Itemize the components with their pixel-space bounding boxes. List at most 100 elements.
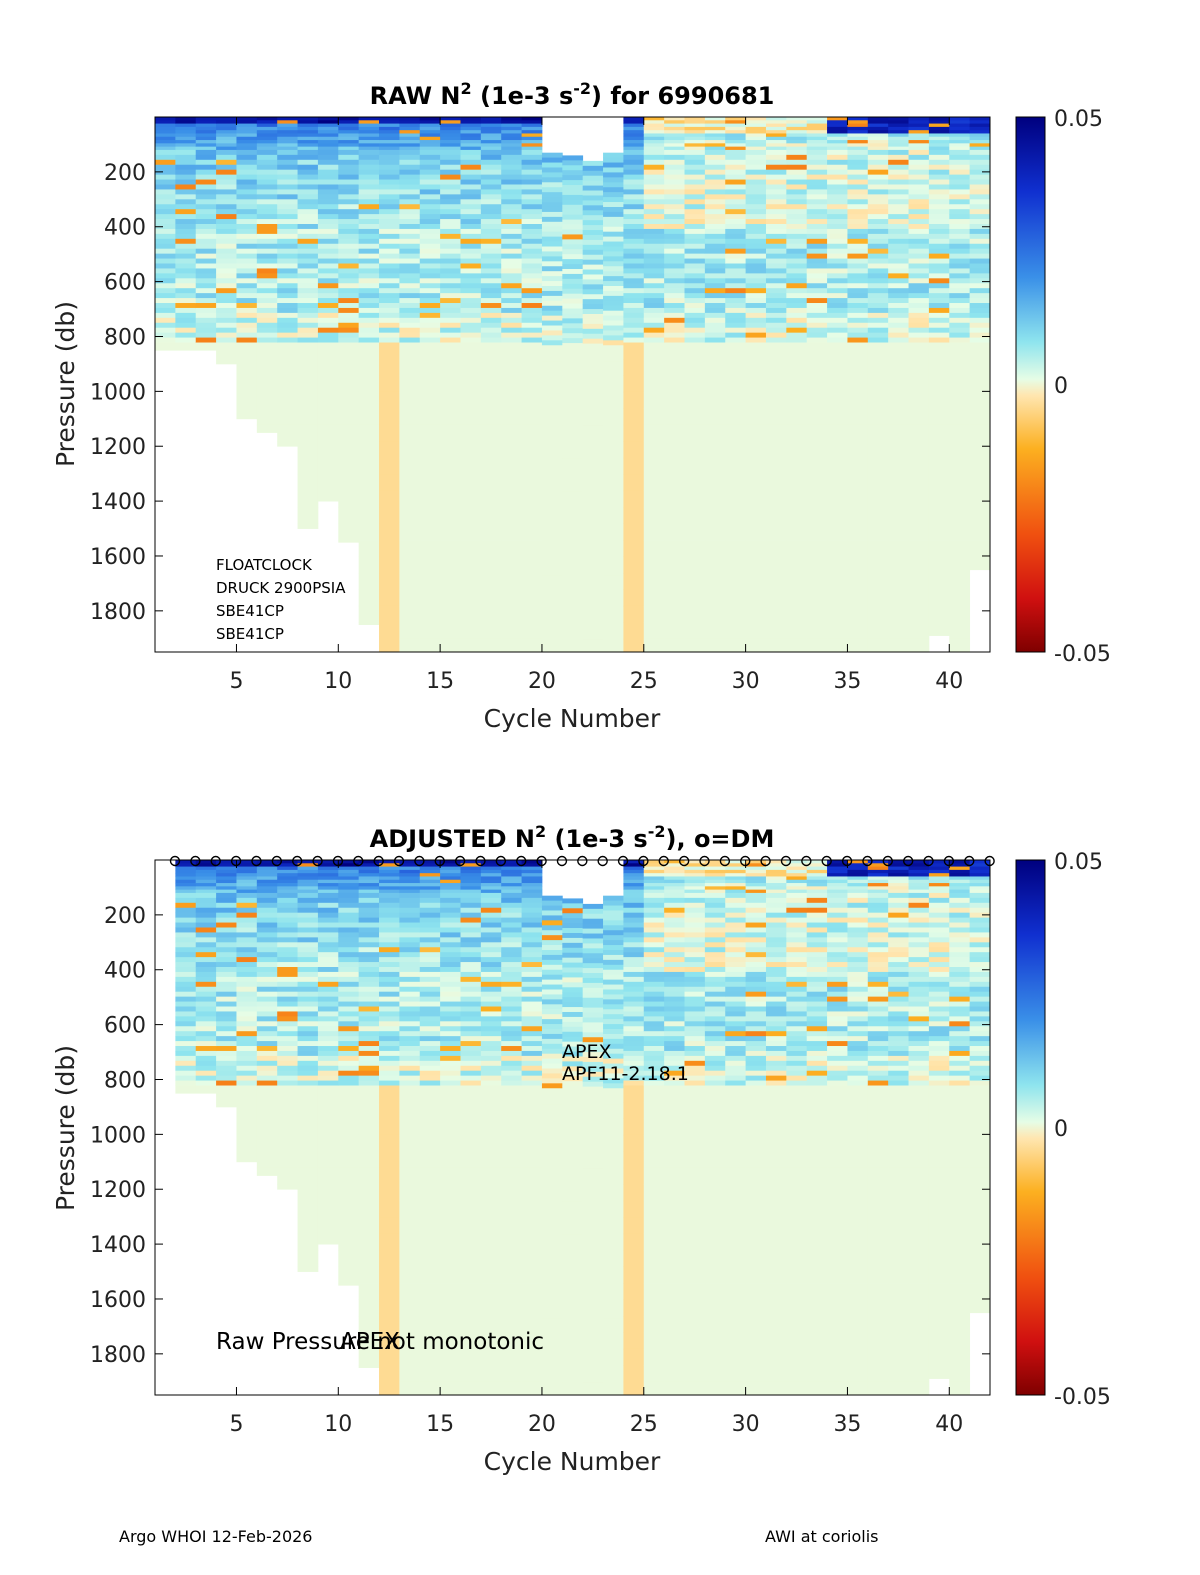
heatmap-cell (256, 327, 278, 334)
heatmap-cell (888, 1233, 909, 1251)
heatmap-cell (195, 248, 217, 255)
heatmap-cell (216, 322, 237, 329)
heatmap-cell (806, 312, 828, 319)
heatmap-cell (603, 1058, 624, 1064)
heatmap-cell (582, 524, 604, 542)
heatmap-cell (297, 337, 319, 343)
heatmap-cell (603, 526, 624, 544)
heatmap-cell (786, 117, 808, 121)
heatmap-cell (949, 317, 971, 324)
heatmap-cell (684, 873, 706, 877)
heatmap-cell (358, 986, 380, 993)
heatmap-cell (297, 976, 319, 983)
heatmap-cell (867, 986, 889, 993)
heatmap-cell (440, 912, 461, 919)
heatmap-cell (216, 224, 237, 230)
heatmap-cell (358, 322, 380, 329)
heatmap-cell (786, 912, 808, 919)
heatmap-cell (847, 159, 869, 166)
heatmap-cell (399, 214, 421, 220)
heatmap-cell (725, 133, 747, 138)
heatmap-cell (379, 143, 400, 148)
heatmap-cell (195, 204, 217, 210)
heatmap-cell (236, 288, 258, 294)
heatmap-cell (643, 1065, 665, 1072)
heatmap-cell (806, 253, 828, 259)
heatmap-cell (379, 523, 400, 541)
heatmap-cell (155, 312, 176, 319)
heatmap-cell (541, 427, 563, 445)
heatmap-cell (195, 174, 217, 180)
heatmap-cell (908, 140, 930, 144)
heatmap-cell (399, 922, 421, 928)
heatmap-cell (908, 194, 930, 200)
heatmap-cell (317, 1031, 339, 1037)
heatmap-cell (317, 298, 339, 304)
heatmap-cell (317, 424, 339, 442)
heatmap-cell (765, 937, 787, 943)
heatmap-cell (216, 1001, 237, 1007)
heatmap-cell (745, 1167, 767, 1185)
heatmap-cell (827, 224, 848, 230)
heatmap-cell (949, 159, 971, 166)
heatmap-cell (379, 1080, 400, 1086)
heatmap-cell (623, 248, 645, 255)
heatmap-cell (521, 886, 543, 891)
heatmap-cell (725, 219, 747, 225)
heatmap-cell (643, 179, 665, 185)
heatmap-cell (623, 1006, 645, 1012)
heatmap-cell (603, 1019, 624, 1025)
heatmap-cell (806, 424, 828, 442)
heatmap-cell (236, 1006, 258, 1012)
heatmap-cell (603, 900, 624, 906)
heatmap-cell (908, 149, 930, 156)
heatmap-cell (725, 991, 747, 998)
heatmap-cell (786, 932, 808, 938)
heatmap-cell (827, 991, 848, 998)
heatmap-cell (317, 312, 339, 319)
heatmap-cell (888, 886, 909, 891)
heatmap-cell (521, 146, 543, 151)
heatmap-cell (745, 243, 767, 250)
heatmap-cell (765, 1233, 787, 1251)
heatmap-cell (297, 1134, 319, 1152)
heatmap-cell (908, 638, 930, 653)
heatmap-cell (379, 204, 400, 210)
heatmap-cell (541, 1024, 563, 1030)
heatmap-cell (908, 120, 930, 124)
heatmap-cell (521, 927, 543, 933)
heatmap-cell (745, 238, 767, 245)
heatmap-cell (582, 264, 604, 270)
heatmap-cell (541, 1384, 563, 1396)
heatmap-cell (216, 136, 237, 141)
heatmap-cell (664, 283, 685, 289)
heatmap-cell (827, 976, 848, 983)
heatmap-cell (256, 863, 278, 867)
heatmap-cell (480, 1348, 502, 1366)
heatmap-cell (297, 927, 319, 933)
heatmap-cell (603, 221, 624, 228)
heatmap-cell (847, 1031, 869, 1037)
heatmap-cell (236, 358, 258, 376)
heatmap-cell (827, 912, 848, 919)
heatmap-cell (521, 1001, 543, 1007)
heatmap-cell (867, 1266, 889, 1284)
heatmap-cell (358, 879, 380, 884)
heatmap-cell (786, 860, 808, 864)
heatmap-cell (541, 984, 563, 990)
heatmap-cell (582, 992, 604, 999)
heatmap-cell (949, 638, 971, 653)
heatmap-cell (460, 199, 482, 205)
heatmap-cell (521, 589, 543, 607)
heatmap-cell (317, 293, 339, 299)
heatmap-cell (236, 947, 258, 953)
heatmap-cell (867, 288, 889, 294)
heatmap-cell (480, 140, 502, 144)
heatmap-cell (541, 290, 563, 297)
heatmap-cell (358, 184, 380, 190)
heatmap-cell (521, 523, 543, 541)
heatmap-cell (317, 932, 339, 938)
heatmap-cell (664, 273, 685, 279)
heatmap-cell (358, 1021, 380, 1027)
heatmap-cell (704, 149, 726, 156)
